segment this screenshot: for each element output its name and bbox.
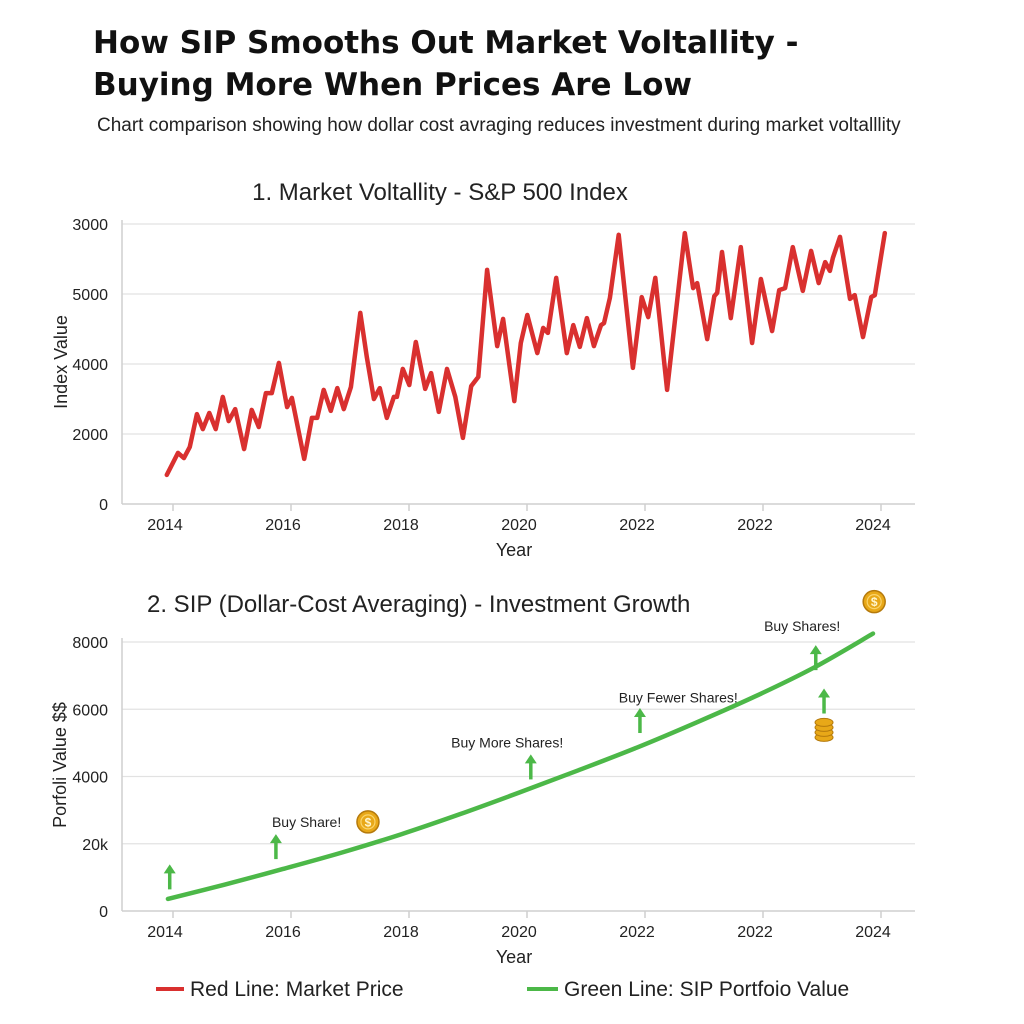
annotation-label: Buy Share! bbox=[272, 814, 341, 830]
y-tick-label: 4000 bbox=[72, 770, 108, 787]
x-tick-label: 2018 bbox=[383, 924, 419, 941]
market-volatility-chart: 1. Market Voltallity - S&P 500 Index Yea… bbox=[51, 179, 915, 560]
page-title-line2: Buying More When Prices Are Low bbox=[93, 67, 692, 103]
dollar-sign: $ bbox=[365, 815, 372, 829]
dollar-coin-icon: $ bbox=[356, 810, 380, 834]
coin-rim bbox=[360, 814, 376, 830]
chart1-xlabel: Year bbox=[496, 540, 532, 560]
sip-growth-chart: 2. SIP (Dollar-Cost Averaging) - Investm… bbox=[50, 589, 915, 967]
sip-portfolio-line bbox=[165, 631, 876, 902]
chart2-xlabel: Year bbox=[496, 947, 532, 967]
up-arrow-icon bbox=[524, 754, 537, 780]
x-tick-label: 2014 bbox=[147, 924, 183, 941]
chart2-title: 2. SIP (Dollar-Cost Averaging) - Investm… bbox=[147, 591, 690, 618]
x-tick-label: 2024 bbox=[855, 924, 891, 941]
chart1-title: 1. Market Voltallity - S&P 500 Index bbox=[252, 179, 628, 206]
coin-rim bbox=[866, 594, 882, 610]
legend-label-market: Red Line: Market Price bbox=[190, 978, 404, 1001]
annotation-label: Buy More Shares! bbox=[451, 735, 563, 751]
y-tick-label: 5000 bbox=[72, 287, 108, 304]
page-title-line1: How SIP Smooths Out Market Voltallity - bbox=[93, 25, 798, 61]
page-subtitle: Chart comparison showing how dollar cost… bbox=[97, 115, 901, 136]
dollar-sign: $ bbox=[871, 595, 878, 609]
annotation-label: Buy Fewer Shares! bbox=[619, 690, 738, 706]
x-tick-label: 2020 bbox=[501, 924, 537, 941]
up-arrow-icon bbox=[633, 708, 646, 734]
y-tick-label: 3000 bbox=[72, 217, 108, 234]
chart1-ylabel: Index Value bbox=[51, 315, 71, 409]
legend: Red Line: Market Price Green Line: SIP P… bbox=[156, 978, 849, 1001]
x-tick-label: 2016 bbox=[265, 517, 301, 534]
arrow-head bbox=[809, 645, 822, 655]
x-tick-label: 2016 bbox=[265, 924, 301, 941]
y-tick-label: 20k bbox=[82, 837, 109, 854]
arrow-head bbox=[269, 834, 282, 844]
coin-body bbox=[356, 810, 380, 834]
up-arrow-icon bbox=[809, 645, 822, 671]
y-tick-label: 2000 bbox=[72, 427, 108, 444]
x-tick-label: 2014 bbox=[147, 517, 183, 534]
x-tick-label: 2022 bbox=[619, 517, 655, 534]
y-tick-label: 0 bbox=[99, 497, 108, 514]
y-tick-label: 8000 bbox=[72, 635, 108, 652]
coin-body bbox=[862, 589, 886, 614]
y-tick-label: 4000 bbox=[72, 357, 108, 374]
y-tick-label: 0 bbox=[99, 904, 108, 921]
arrow-head bbox=[633, 708, 646, 718]
x-tick-label: 2022 bbox=[737, 924, 773, 941]
x-tick-label: 2022 bbox=[619, 924, 655, 941]
coin-layer bbox=[814, 717, 834, 727]
up-arrow-icon bbox=[163, 864, 176, 890]
legend-label-sip: Green Line: SIP Portfoio Value bbox=[564, 978, 849, 1001]
x-tick-label: 2022 bbox=[737, 517, 773, 534]
arrow-head bbox=[818, 688, 831, 698]
dollar-coin-icon: $ bbox=[862, 589, 886, 614]
market-price-line bbox=[164, 230, 888, 478]
chart2-ylabel: Porfoli Value $$ bbox=[50, 702, 70, 828]
coin-stack-icon bbox=[814, 717, 834, 742]
y-tick-label: 6000 bbox=[72, 702, 108, 719]
up-arrow-icon bbox=[818, 688, 831, 714]
arrow-head bbox=[524, 754, 537, 764]
x-tick-label: 2018 bbox=[383, 517, 419, 534]
x-tick-label: 2020 bbox=[501, 517, 537, 534]
annotation-label: Buy Shares! bbox=[764, 618, 840, 634]
arrow-head bbox=[163, 864, 176, 874]
up-arrow-icon bbox=[269, 834, 282, 860]
x-tick-label: 2024 bbox=[855, 517, 891, 534]
